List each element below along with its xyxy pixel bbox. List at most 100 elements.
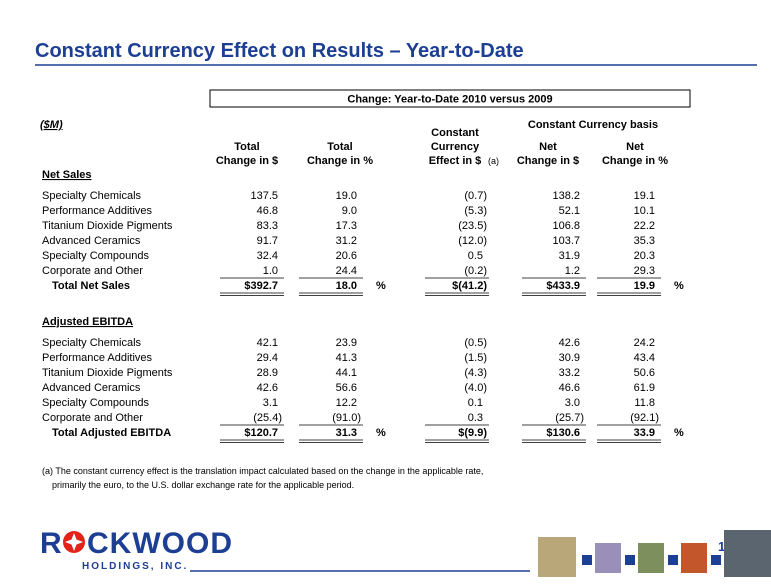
title: Constant Currency Effect on Results – Ye… <box>35 40 524 62</box>
cell: 31.2 <box>336 235 357 247</box>
cell: 20.6 <box>336 250 357 262</box>
cell: 17.3 <box>336 220 357 232</box>
cell: 42.1 <box>257 337 278 349</box>
cell: (25.7) <box>555 412 584 424</box>
cell: 9.0 <box>342 205 357 217</box>
cell: (1.5) <box>464 352 487 364</box>
column-header: Net <box>626 141 644 153</box>
column-header: Change in % <box>307 155 373 167</box>
cell: 23.9 <box>336 337 357 349</box>
logo-sub: HOLDINGS, INC. <box>82 561 188 572</box>
banner-box <box>209 89 691 108</box>
cell: $120.7 <box>244 427 278 439</box>
cell: 0.3 <box>468 412 483 424</box>
cell: (92.1) <box>630 412 659 424</box>
cell: 32.4 <box>257 250 278 262</box>
footer-images <box>538 530 771 577</box>
percent-sign: % <box>674 427 684 439</box>
cell: 33.2 <box>559 367 580 379</box>
cell: (0.2) <box>464 265 487 277</box>
cell: 24.2 <box>634 337 655 349</box>
row-label: Advanced Ceramics <box>42 235 141 247</box>
logo-right: CKWOOD <box>87 527 233 560</box>
logo-left: R <box>40 527 63 560</box>
cell: 91.7 <box>257 235 278 247</box>
cell: 18.0 <box>336 280 357 292</box>
cell: $392.7 <box>244 280 278 292</box>
cell: $(9.9) <box>458 427 487 439</box>
group-header: Constant Currency basis <box>528 119 658 131</box>
cell: 19.1 <box>634 190 655 202</box>
cell: 46.8 <box>257 205 278 217</box>
section-heading: Adjusted EBITDA <box>42 316 133 328</box>
cell: 61.9 <box>634 382 655 394</box>
cell: 0.1 <box>468 397 483 409</box>
cell: 137.5 <box>250 190 278 202</box>
percent-sign: % <box>376 427 386 439</box>
cell: (91.0) <box>332 412 361 424</box>
banner: Change: Year-to-Date 2010 versus 2009 <box>347 94 552 106</box>
cell: 52.1 <box>559 205 580 217</box>
cell: (12.0) <box>458 235 487 247</box>
cell: 33.9 <box>634 427 655 439</box>
cell: (4.0) <box>464 382 487 394</box>
cell: 12.2 <box>336 397 357 409</box>
cell: 106.8 <box>552 220 580 232</box>
row-label: Performance Additives <box>42 205 153 217</box>
cell: (0.5) <box>464 337 487 349</box>
cell: 41.3 <box>336 352 357 364</box>
row-label: Corporate and Other <box>42 265 143 277</box>
cell: (23.5) <box>458 220 487 232</box>
section-heading: Net Sales <box>42 169 92 181</box>
row-label: Specialty Compounds <box>42 250 150 262</box>
cell: (4.3) <box>464 367 487 379</box>
column-header: Total <box>327 141 352 153</box>
cell: 31.3 <box>336 427 357 439</box>
cell: 30.9 <box>559 352 580 364</box>
cell: 43.4 <box>634 352 655 364</box>
cell: 29.3 <box>634 265 655 277</box>
total-label: Total Adjusted EBITDA <box>52 427 171 439</box>
cell: 35.3 <box>634 235 655 247</box>
row-label: Advanced Ceramics <box>42 382 141 394</box>
unit: ($M) <box>40 119 63 131</box>
column-header: Effect in $ <box>429 155 482 167</box>
column-header: Total <box>234 141 259 153</box>
row-label: Specialty Chemicals <box>42 190 142 202</box>
row-label: Performance Additives <box>42 352 153 364</box>
cell: 3.0 <box>565 397 580 409</box>
cell: 56.6 <box>336 382 357 394</box>
cell: 10.1 <box>634 205 655 217</box>
cell: 29.4 <box>257 352 278 364</box>
cell: 31.9 <box>559 250 580 262</box>
cell: 46.6 <box>559 382 580 394</box>
cell: 28.9 <box>257 367 278 379</box>
total-label: Total Net Sales <box>52 280 130 292</box>
cell: 20.3 <box>634 250 655 262</box>
row-label: Specialty Compounds <box>42 397 150 409</box>
cell: 3.1 <box>263 397 278 409</box>
column-header: Constant <box>431 127 479 139</box>
cell: 1.2 <box>565 265 580 277</box>
cell: 19.0 <box>336 190 357 202</box>
cell: (0.7) <box>464 190 487 202</box>
cell: 44.1 <box>336 367 357 379</box>
row-label: Corporate and Other <box>42 412 143 424</box>
cell: 50.6 <box>634 367 655 379</box>
cell: 83.3 <box>257 220 278 232</box>
cell: (25.4) <box>253 412 282 424</box>
logo-star <box>63 531 85 553</box>
row-label: Titanium Dioxide Pigments <box>42 220 173 232</box>
column-header: Net <box>539 141 557 153</box>
cell: 0.5 <box>468 250 483 262</box>
cell: 138.2 <box>552 190 580 202</box>
percent-sign: % <box>376 280 386 292</box>
column-header: Currency <box>431 141 480 153</box>
cell: 103.7 <box>552 235 580 247</box>
footnote-marker: (a) <box>488 156 499 166</box>
column-header: Change in $ <box>216 155 278 167</box>
cell: $(41.2) <box>452 280 487 292</box>
cell: $433.9 <box>546 280 580 292</box>
